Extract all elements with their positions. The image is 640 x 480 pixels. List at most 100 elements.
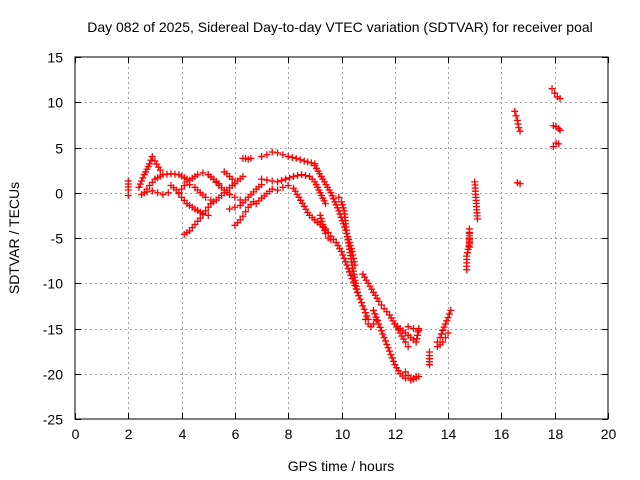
series-arc-29 — [404, 323, 423, 334]
data-point-interp — [371, 310, 379, 318]
data-point-interp — [357, 298, 365, 306]
data-point — [124, 191, 132, 199]
data-point — [516, 180, 524, 188]
data-point-interp — [317, 214, 325, 222]
data-point — [556, 126, 564, 134]
data-point — [202, 193, 210, 201]
data-point — [549, 143, 557, 151]
data-point — [404, 343, 412, 351]
data-point — [180, 182, 188, 190]
data-point-interp — [355, 292, 363, 300]
data-point-interp — [413, 335, 421, 343]
series-arc-25 — [361, 315, 380, 331]
x-tick-label: 12 — [388, 426, 404, 442]
data-point — [138, 191, 146, 199]
data-point — [242, 208, 250, 216]
data-point-interp — [463, 249, 471, 257]
plot-frame — [74, 56, 609, 420]
data-point — [143, 188, 151, 196]
data-point — [511, 107, 519, 115]
data-point-interp — [138, 177, 146, 185]
series-arc-12 — [226, 181, 266, 213]
y-axis-title: SDTVAR / TECUs — [6, 182, 22, 294]
data-point — [401, 368, 409, 376]
series-arc-39 — [549, 122, 564, 134]
data-point — [327, 236, 335, 244]
data-point — [258, 153, 266, 161]
x-tick-label: 16 — [494, 426, 510, 442]
data-point — [439, 326, 447, 334]
data-point — [361, 315, 369, 323]
y-tick-label: -20 — [43, 367, 63, 383]
chart-title: Day 082 of 2025, Sidereal Day-to-day VTE… — [87, 19, 593, 35]
series-arc-19 — [274, 182, 324, 228]
data-point-interp — [379, 330, 387, 338]
series-arc-28 — [401, 368, 423, 383]
y-tick-label: -5 — [51, 231, 64, 247]
series-arc-18 — [274, 171, 330, 208]
data-point — [556, 95, 564, 103]
data-point-interp — [361, 309, 369, 317]
data-point — [353, 288, 361, 296]
series-arc-09 — [204, 171, 244, 204]
data-point — [156, 166, 164, 174]
series-arc-14 — [239, 154, 255, 163]
data-point-interp — [328, 192, 336, 200]
series-arc-36 — [511, 107, 524, 135]
data-point — [292, 154, 300, 162]
data-point-interp — [136, 180, 144, 188]
data-point-interp — [437, 330, 445, 338]
data-point — [228, 175, 236, 183]
data-point-interp — [356, 295, 364, 303]
data-point-interp — [388, 354, 396, 362]
data-point — [327, 189, 335, 197]
y-tick-label: -10 — [43, 276, 63, 292]
data-point — [263, 151, 271, 159]
data-point — [231, 203, 239, 211]
data-point — [199, 169, 207, 177]
data-point — [239, 172, 247, 180]
data-point-interp — [389, 357, 397, 365]
data-point — [159, 191, 167, 199]
data-point — [268, 185, 276, 193]
data-point — [148, 153, 156, 161]
x-tick-label: 0 — [72, 426, 80, 442]
data-point-interp — [347, 271, 355, 279]
data-point-interp — [307, 159, 315, 167]
data-point-interp — [440, 323, 448, 331]
series-arc-35 — [471, 178, 481, 223]
data-point — [146, 160, 154, 168]
data-point — [375, 297, 383, 305]
x-tick-label: 8 — [285, 426, 293, 442]
data-point-interp — [514, 120, 522, 128]
data-point-interp — [330, 195, 338, 203]
data-point-interp — [360, 305, 368, 313]
data-point — [319, 220, 327, 228]
data-point-interp — [414, 328, 422, 336]
data-point-interp — [320, 223, 328, 231]
data-point — [226, 205, 234, 213]
data-point — [335, 193, 343, 201]
data-point — [247, 154, 255, 162]
series-arc-34 — [465, 229, 473, 251]
data-point — [236, 216, 244, 224]
data-point — [231, 193, 239, 201]
data-point-interp — [377, 327, 385, 335]
data-point-interp — [321, 226, 329, 234]
data-point — [204, 211, 212, 219]
data-point-interp — [178, 185, 186, 193]
data-point — [226, 191, 234, 199]
data-point-interp — [278, 177, 286, 185]
data-point — [263, 176, 271, 184]
data-point — [290, 172, 298, 180]
data-point — [258, 175, 266, 183]
data-point — [473, 215, 481, 223]
data-point — [409, 325, 417, 332]
data-point — [231, 180, 239, 188]
series-arc-40 — [549, 139, 563, 151]
data-point-interp — [296, 156, 304, 164]
y-tick-labels: -25 -20 -15 -10 -5 0 5 10 15 — [43, 50, 63, 428]
data-point-interp — [304, 158, 312, 166]
data-point — [439, 338, 447, 346]
data-point-interp — [373, 317, 381, 325]
